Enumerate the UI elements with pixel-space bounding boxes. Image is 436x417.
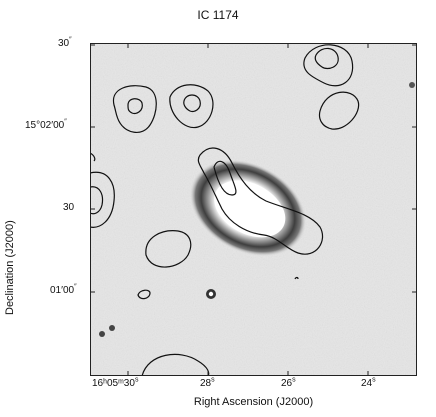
star-source xyxy=(99,331,105,337)
astronomical-image xyxy=(90,43,417,376)
x-tick-label-1: 16ʰ05ᵐ30s xyxy=(92,376,139,389)
y-tick-label-3: 30 xyxy=(63,202,75,213)
x-tick-label-4: 24s xyxy=(361,376,376,389)
star-source xyxy=(109,325,115,331)
y-axis-label: Declination (J2000) xyxy=(4,220,16,315)
contour-lines xyxy=(90,44,360,376)
y-tick-label-1: 30″ xyxy=(58,36,72,49)
y-tick-label-2: 15°02′00″ xyxy=(25,118,67,131)
x-tick-label-3: 26s xyxy=(281,376,296,389)
x-tick-label-2: 28s xyxy=(200,376,215,389)
y-axis-label-container: Declination (J2000) xyxy=(4,175,18,315)
axis-ticks xyxy=(90,43,417,376)
galaxy-ic1174 xyxy=(189,159,307,257)
x-axis-label: Right Ascension (J2000) xyxy=(193,396,314,408)
figure-title: IC 1174 xyxy=(197,8,239,22)
star-source xyxy=(409,82,415,88)
y-tick-label-4: 01′00″ xyxy=(50,283,77,296)
